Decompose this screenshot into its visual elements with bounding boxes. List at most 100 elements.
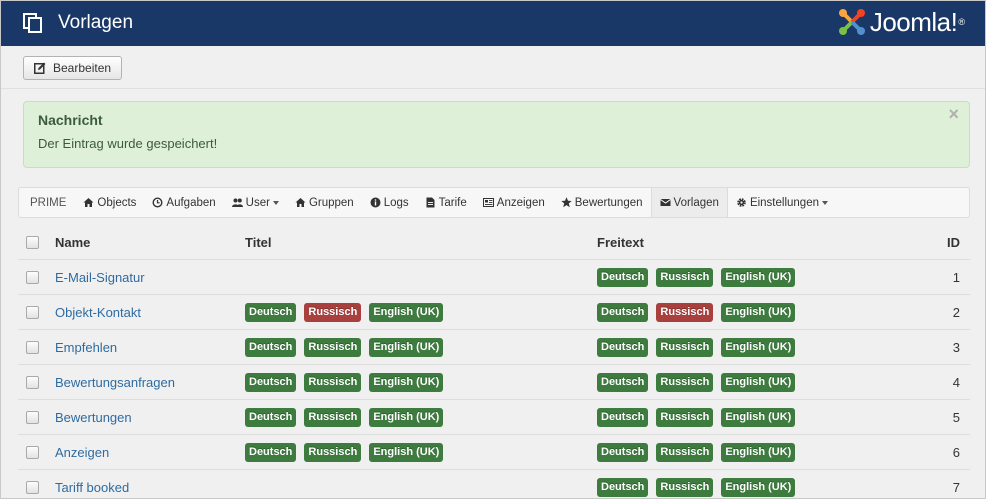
table-header-row: Name Titel Freitext ID bbox=[18, 225, 970, 259]
language-badge[interactable]: Deutsch bbox=[245, 407, 297, 427]
titel-languages: Deutsch Russisch English (UK) bbox=[245, 330, 451, 364]
template-id: 3 bbox=[952, 339, 960, 355]
language-badge[interactable]: Russisch bbox=[656, 267, 714, 287]
column-header-id[interactable]: ID bbox=[947, 234, 960, 250]
row-checkbox[interactable] bbox=[26, 375, 39, 389]
row-checkbox[interactable] bbox=[26, 445, 39, 459]
language-badge[interactable]: Deutsch bbox=[597, 372, 649, 392]
row-checkbox[interactable] bbox=[26, 270, 39, 284]
language-badge[interactable]: English (UK) bbox=[721, 302, 796, 322]
nav-item-anzeigen[interactable]: Anzeigen bbox=[475, 188, 553, 217]
language-badge[interactable]: Russisch bbox=[304, 337, 362, 357]
home-icon bbox=[83, 198, 94, 207]
page-header: Vorlagen Joomla! ® bbox=[1, 1, 985, 46]
titel-languages: Deutsch Russisch English (UK) bbox=[245, 400, 451, 434]
nav-item-label: Anzeigen bbox=[496, 196, 545, 209]
language-badge[interactable]: Russisch bbox=[656, 407, 714, 427]
titel-languages: Deutsch Russisch English (UK) bbox=[245, 365, 451, 399]
language-badge[interactable]: Russisch bbox=[304, 372, 362, 392]
toolbar: Bearbeiten bbox=[1, 46, 985, 89]
template-name-link[interactable]: Tariff booked bbox=[55, 479, 130, 495]
nav-item-label: Objects bbox=[97, 196, 137, 209]
freitext-languages: Deutsch Russisch English (UK) bbox=[597, 330, 803, 364]
nav-item-label: User bbox=[245, 196, 270, 209]
nav-brand[interactable]: PRIME bbox=[30, 196, 67, 209]
language-badge[interactable]: English (UK) bbox=[721, 337, 796, 357]
language-badge[interactable]: Deutsch bbox=[245, 337, 297, 357]
nav-item-tarife[interactable]: Tarife bbox=[417, 188, 475, 217]
language-badge[interactable]: Russisch bbox=[304, 407, 362, 427]
nav-item-aufgaben[interactable]: Aufgaben bbox=[144, 188, 223, 217]
nav-item-label: Einstellungen bbox=[749, 196, 819, 209]
language-badge[interactable]: English (UK) bbox=[721, 442, 796, 462]
template-name-link[interactable]: Bewertungen bbox=[55, 409, 132, 425]
template-id: 4 bbox=[952, 374, 960, 390]
table-row: E-Mail-Signatur Deutsch Russisch English (U… bbox=[18, 259, 970, 294]
home-icon bbox=[295, 198, 306, 207]
edit-icon bbox=[34, 62, 46, 74]
nav-item-user[interactable]: User bbox=[224, 188, 287, 217]
freitext-languages: Deutsch Russisch English (UK) bbox=[597, 295, 803, 329]
language-badge[interactable]: English (UK) bbox=[721, 267, 796, 287]
row-checkbox[interactable] bbox=[26, 305, 39, 319]
language-badge[interactable]: Deutsch bbox=[597, 302, 649, 322]
nav-item-gruppen[interactable]: Gruppen bbox=[287, 188, 362, 217]
template-id: 6 bbox=[952, 444, 960, 460]
gear-icon bbox=[737, 198, 746, 207]
language-badge[interactable]: Deutsch bbox=[597, 442, 649, 462]
language-badge[interactable]: English (UK) bbox=[721, 477, 796, 497]
file-icon bbox=[426, 197, 435, 208]
star-icon bbox=[561, 197, 572, 208]
language-badge[interactable]: English (UK) bbox=[369, 407, 444, 427]
nav-item-label: Logs bbox=[383, 196, 409, 209]
language-badge[interactable]: Deutsch bbox=[245, 442, 297, 462]
template-name-link[interactable]: E-Mail-Signatur bbox=[55, 269, 145, 285]
language-badge[interactable]: Deutsch bbox=[597, 477, 649, 497]
edit-button[interactable]: Bearbeiten bbox=[23, 56, 123, 80]
nav-item-objects[interactable]: Objects bbox=[75, 188, 144, 217]
table-row: Anzeigen Deutsch Russisch English (UK) Deuts… bbox=[18, 434, 970, 469]
nav-item-label: Vorlagen bbox=[673, 196, 719, 209]
language-badge[interactable]: Deutsch bbox=[597, 337, 649, 357]
freitext-languages: Deutsch Russisch English (UK) bbox=[597, 435, 803, 469]
language-badge[interactable]: Russisch bbox=[656, 442, 714, 462]
language-badge[interactable]: Russisch bbox=[304, 442, 362, 462]
select-all-checkbox[interactable] bbox=[26, 235, 39, 249]
language-badge[interactable]: Russisch bbox=[656, 337, 714, 357]
table-row: Empfehlen Deutsch Russisch English (UK) Deut… bbox=[18, 329, 970, 364]
copy-icon bbox=[23, 13, 42, 33]
nav-item-bewertungen[interactable]: Bewertungen bbox=[553, 188, 651, 217]
language-badge[interactable]: English (UK) bbox=[369, 442, 444, 462]
nav-item-logs[interactable]: Logs bbox=[362, 188, 417, 217]
nav-item-vorlagen[interactable]: Vorlagen bbox=[650, 188, 728, 217]
row-checkbox[interactable] bbox=[26, 410, 39, 424]
language-badge[interactable]: Russisch bbox=[304, 302, 362, 322]
template-name-link[interactable]: Anzeigen bbox=[55, 444, 110, 460]
language-badge[interactable]: Deutsch bbox=[597, 407, 649, 427]
joomla-logo: Joomla! ® bbox=[836, 5, 965, 39]
language-badge[interactable]: English (UK) bbox=[721, 407, 796, 427]
language-badge[interactable]: Deutsch bbox=[597, 267, 649, 287]
column-header-titel: Titel bbox=[245, 234, 272, 250]
close-icon[interactable]: × bbox=[948, 104, 959, 124]
language-badge[interactable]: English (UK) bbox=[721, 372, 796, 392]
language-badge[interactable]: Russisch bbox=[656, 477, 714, 497]
language-badge[interactable]: Deutsch bbox=[245, 372, 297, 392]
template-name-link[interactable]: Objekt-Kontakt bbox=[55, 304, 141, 320]
language-badge[interactable]: English (UK) bbox=[369, 302, 444, 322]
users-icon bbox=[231, 198, 243, 207]
nav-item-label: Bewertungen bbox=[574, 196, 643, 209]
row-checkbox[interactable] bbox=[26, 340, 39, 354]
clock-icon bbox=[152, 197, 163, 208]
language-badge[interactable]: Russisch bbox=[656, 302, 714, 322]
language-badge[interactable]: English (UK) bbox=[369, 337, 444, 357]
column-header-name[interactable]: Name bbox=[55, 234, 91, 250]
language-badge[interactable]: Russisch bbox=[656, 372, 714, 392]
row-checkbox[interactable] bbox=[26, 480, 39, 494]
nav-item-einstellungen[interactable]: Einstellungen bbox=[728, 188, 836, 217]
language-badge[interactable]: Deutsch bbox=[245, 302, 297, 322]
success-alert: Nachricht Der Eintrag wurde gespeichert!… bbox=[23, 101, 970, 168]
template-name-link[interactable]: Bewertungsanfragen bbox=[55, 374, 175, 390]
template-name-link[interactable]: Empfehlen bbox=[55, 339, 118, 355]
language-badge[interactable]: English (UK) bbox=[369, 372, 444, 392]
